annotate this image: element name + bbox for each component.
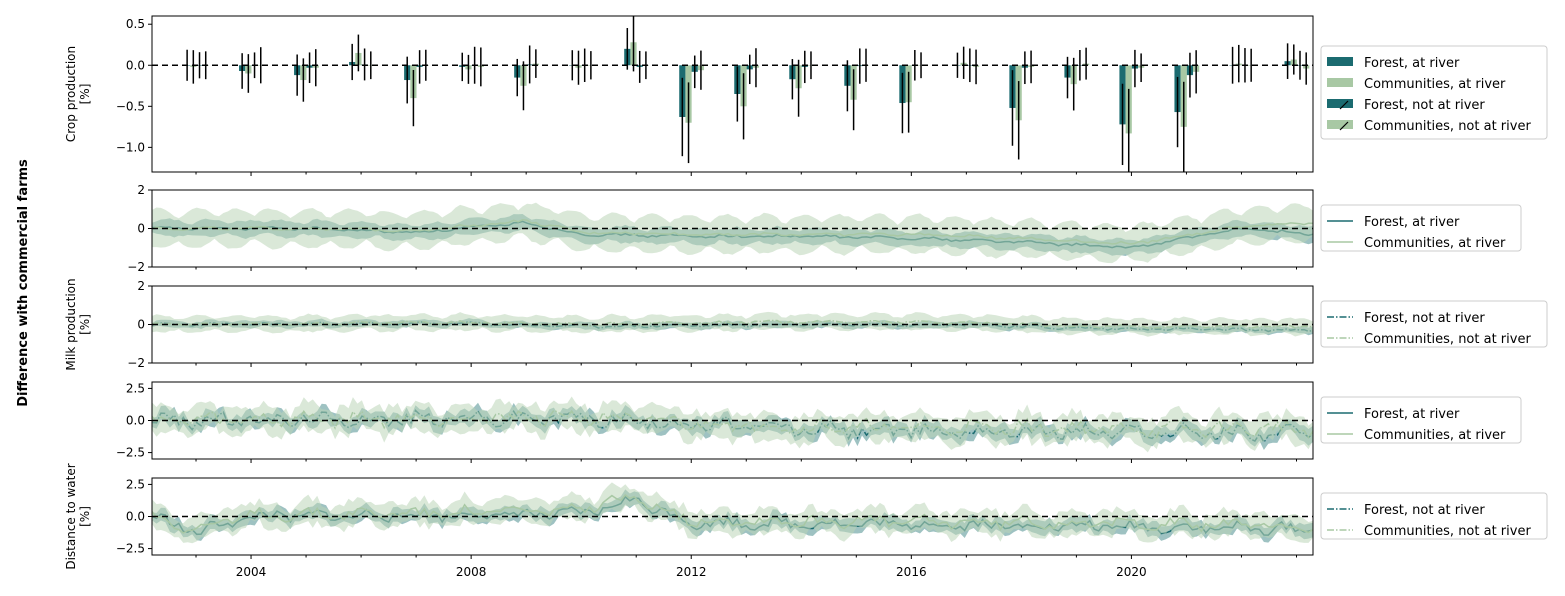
y-tick-label: 2 — [137, 183, 145, 197]
figure-ylabel: Difference with commercial farms — [16, 159, 31, 407]
y-tick-label: 0.0 — [126, 58, 145, 72]
y-tick-label: 0.5 — [126, 17, 145, 31]
y-axis-label: Crop production[%] — [64, 46, 92, 142]
x-tick-label: 2004 — [236, 565, 267, 579]
panel-5: −2.5 0.0 2.5 2004 2008 2012 2016 2020 Distance t… — [64, 463, 1548, 579]
plot-area — [184, 16, 1310, 172]
axes-frame — [151, 15, 1314, 173]
legend-label: Forest, not at river — [1364, 311, 1485, 326]
legend-label: Forest, not at river — [1364, 98, 1485, 113]
panel-2: −2 0 2 Forest, at river Communities, at rive… — [127, 183, 1522, 274]
confidence-band — [152, 202, 1313, 264]
legend: Forest, at river Communities, at river For… — [1320, 45, 1548, 140]
confidence-band — [152, 489, 1313, 543]
legend-hatch — [1339, 121, 1349, 131]
legend: Forest, not at river Communities, not at … — [1320, 300, 1548, 348]
y-tick-label: −1.0 — [116, 140, 145, 154]
panel-1: −1.0 −0.5 0.0 0.5 Crop production[%] Forest, … — [64, 15, 1548, 176]
legend-swatch — [1327, 78, 1353, 87]
legend-label: Communities, not at river — [1364, 524, 1531, 539]
y-tick-label: −2.5 — [116, 542, 145, 556]
legend-swatch — [1327, 57, 1353, 66]
legend: Forest, not at river Communities, not at … — [1320, 492, 1548, 540]
legend-box — [1320, 204, 1522, 252]
legend: Forest, at river Communities, at river — [1320, 396, 1522, 444]
legend-label: Forest, at river — [1364, 56, 1460, 71]
legend-label: Forest, at river — [1364, 407, 1460, 422]
plot-area — [152, 396, 1313, 453]
legend-hatch — [1339, 100, 1349, 110]
plot-area — [152, 202, 1313, 264]
y-tick-label: 0.0 — [126, 414, 145, 428]
y-tick-label: 0 — [137, 222, 145, 236]
panel-4: −2.5 0.0 2.5 Forest, at river Communities, a… — [116, 381, 1522, 463]
legend-box — [1320, 396, 1522, 444]
y-tick-label: 2.5 — [126, 477, 145, 491]
legend-label: Communities, at river — [1364, 236, 1506, 251]
legend-label: Forest, not at river — [1364, 503, 1485, 518]
x-tick-label: 2016 — [896, 565, 927, 579]
y-tick-label: −0.5 — [116, 99, 145, 113]
legend: Forest, at river Communities, at river — [1320, 204, 1522, 252]
y-tick-label: −2 — [127, 260, 145, 274]
y-tick-label: 2 — [137, 279, 145, 293]
legend-label: Communities, at river — [1364, 428, 1506, 443]
legend-box — [1320, 45, 1548, 140]
y-tick-label: −2 — [127, 356, 145, 370]
legend-label: Communities, at river — [1364, 77, 1506, 92]
y-tick-label: 0.0 — [126, 510, 145, 524]
y-tick-label: 2.5 — [126, 381, 145, 395]
x-tick-label: 2012 — [676, 565, 707, 579]
legend-label: Communities, not at river — [1364, 119, 1531, 134]
y-tick-label: −2.5 — [116, 446, 145, 460]
legend-label: Forest, at river — [1364, 215, 1460, 230]
legend-box — [1320, 300, 1548, 348]
y-axis-label: Distance to water[%] — [64, 463, 92, 569]
confidence-band — [152, 482, 1313, 544]
legend-box — [1320, 492, 1548, 540]
x-tick-label: 2008 — [456, 565, 487, 579]
y-axis-label: Milk production[%] — [64, 278, 92, 370]
confidence-band — [152, 396, 1313, 453]
plot-area — [152, 482, 1313, 544]
legend-swatch — [1327, 99, 1353, 108]
legend-swatch — [1327, 120, 1353, 129]
y-tick-label: 0 — [137, 318, 145, 332]
x-tick-label: 2020 — [1116, 565, 1147, 579]
panel-3: −2 0 2 Milk production[%] Forest, not at riv… — [64, 278, 1548, 371]
legend-label: Communities, not at river — [1364, 332, 1531, 347]
